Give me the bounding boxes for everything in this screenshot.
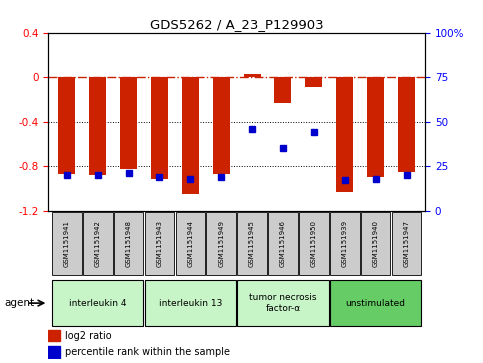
Text: GSM1151942: GSM1151942 — [95, 220, 101, 267]
Bar — [151, 77, 168, 179]
Text: GSM1151949: GSM1151949 — [218, 220, 224, 267]
Bar — [336, 77, 353, 192]
Bar — [299, 212, 329, 274]
Bar — [361, 212, 390, 274]
Text: percentile rank within the sample: percentile rank within the sample — [65, 347, 230, 357]
Bar — [206, 212, 236, 274]
Bar — [367, 77, 384, 177]
Bar — [305, 77, 322, 87]
Bar — [52, 281, 143, 326]
Bar — [392, 212, 421, 274]
Text: tumor necrosis
factor-α: tumor necrosis factor-α — [249, 293, 317, 313]
Text: GSM1151944: GSM1151944 — [187, 220, 193, 267]
Bar — [398, 77, 415, 172]
Bar — [330, 281, 421, 326]
Text: log2 ratio: log2 ratio — [65, 331, 112, 341]
Text: GSM1151940: GSM1151940 — [372, 220, 379, 267]
Text: GSM1151948: GSM1151948 — [126, 220, 131, 267]
Bar — [144, 212, 174, 274]
Bar — [52, 212, 82, 274]
Bar — [89, 77, 106, 175]
Bar — [114, 212, 143, 274]
Bar — [213, 77, 230, 174]
Title: GDS5262 / A_23_P129903: GDS5262 / A_23_P129903 — [150, 19, 324, 32]
Bar — [144, 281, 236, 326]
Bar — [237, 281, 329, 326]
Bar — [120, 77, 137, 170]
Bar — [48, 330, 59, 341]
Bar — [182, 77, 199, 194]
Bar — [268, 212, 298, 274]
Bar — [58, 77, 75, 174]
Text: agent: agent — [5, 298, 35, 308]
Bar — [243, 74, 261, 77]
Text: GSM1151945: GSM1151945 — [249, 220, 255, 267]
Bar — [48, 346, 59, 358]
Text: interleukin 4: interleukin 4 — [69, 299, 127, 307]
Text: GSM1151946: GSM1151946 — [280, 220, 286, 267]
Bar — [83, 212, 113, 274]
Bar — [330, 212, 359, 274]
Text: interleukin 13: interleukin 13 — [158, 299, 222, 307]
Text: GSM1151939: GSM1151939 — [342, 220, 348, 267]
Bar — [274, 77, 291, 103]
Text: unstimulated: unstimulated — [346, 299, 406, 307]
Text: GSM1151950: GSM1151950 — [311, 220, 317, 267]
Bar — [175, 212, 205, 274]
Text: GSM1151943: GSM1151943 — [156, 220, 162, 267]
Text: GSM1151941: GSM1151941 — [64, 220, 70, 267]
Bar — [237, 212, 267, 274]
Text: GSM1151947: GSM1151947 — [403, 220, 410, 267]
